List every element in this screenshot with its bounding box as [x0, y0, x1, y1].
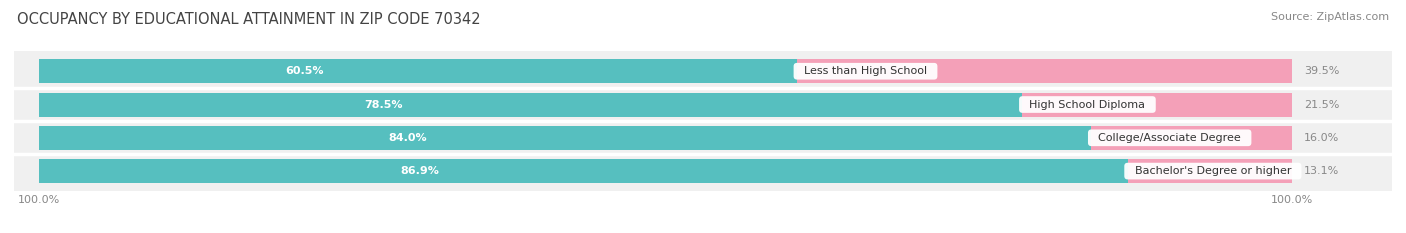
Bar [1128, 159, 1292, 183]
Text: 78.5%: 78.5% [364, 99, 402, 110]
Text: OCCUPANCY BY EDUCATIONAL ATTAINMENT IN ZIP CODE 70342: OCCUPANCY BY EDUCATIONAL ATTAINMENT IN Z… [17, 12, 481, 27]
Bar [39, 59, 797, 83]
Text: College/Associate Degree: College/Associate Degree [1091, 133, 1249, 143]
Bar [1091, 126, 1292, 150]
Bar [39, 93, 1292, 116]
Text: Less than High School: Less than High School [797, 66, 934, 76]
Text: Source: ZipAtlas.com: Source: ZipAtlas.com [1271, 12, 1389, 22]
Bar [39, 59, 1292, 83]
Bar [39, 159, 1292, 183]
Text: Bachelor's Degree or higher: Bachelor's Degree or higher [1128, 166, 1298, 176]
Text: 84.0%: 84.0% [388, 133, 426, 143]
Bar [39, 126, 1292, 150]
Text: 13.1%: 13.1% [1305, 166, 1340, 176]
Text: 16.0%: 16.0% [1305, 133, 1340, 143]
Bar [39, 93, 1022, 116]
Text: 60.5%: 60.5% [285, 66, 323, 76]
Text: 21.5%: 21.5% [1305, 99, 1340, 110]
Text: 39.5%: 39.5% [1305, 66, 1340, 76]
Text: 86.9%: 86.9% [401, 166, 440, 176]
Bar [39, 126, 1091, 150]
Bar [1022, 93, 1292, 116]
Bar [797, 59, 1292, 83]
Text: High School Diploma: High School Diploma [1022, 99, 1153, 110]
Bar [39, 159, 1128, 183]
